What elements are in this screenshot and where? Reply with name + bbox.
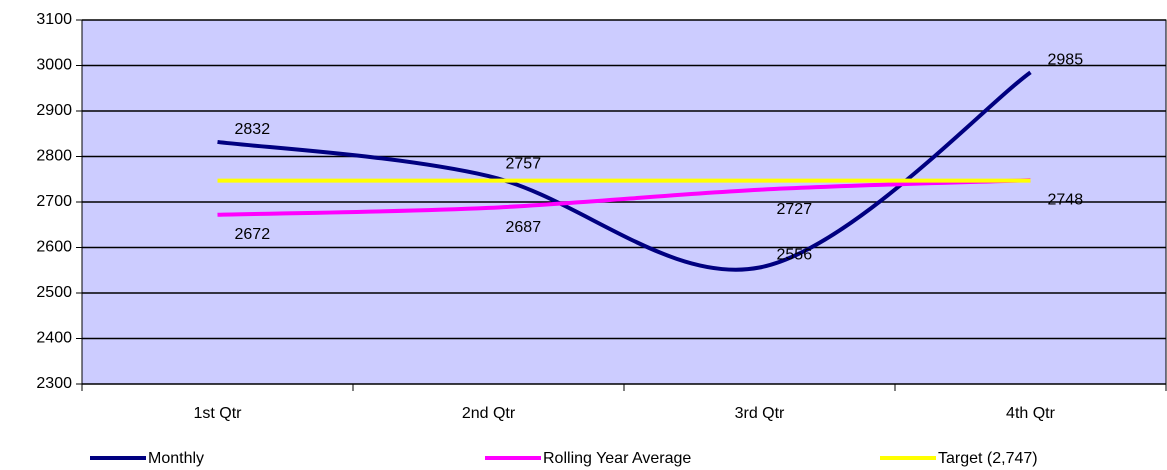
y-tick-label: 3100 [36, 11, 72, 28]
y-tick-label: 2900 [36, 102, 72, 119]
y-tick-label: 2400 [36, 330, 72, 347]
legend-label: Monthly [148, 450, 204, 467]
data-label: 2672 [235, 226, 271, 243]
x-tick-label: 4th Qtr [1006, 405, 1056, 422]
y-tick-label: 2700 [36, 193, 72, 210]
data-label: 2985 [1048, 52, 1084, 69]
data-label: 2757 [506, 155, 542, 172]
x-tick-label: 1st Qtr [193, 405, 242, 422]
y-tick-label: 2500 [36, 284, 72, 301]
data-label: 2687 [506, 219, 542, 236]
x-tick-label: 2nd Qtr [462, 405, 516, 422]
y-tick-label: 3000 [36, 57, 72, 74]
legend-label: Target (2,747) [938, 450, 1038, 467]
data-label: 2748 [1048, 191, 1084, 208]
series-line [217, 178, 1031, 217]
data-label: 2727 [777, 201, 813, 218]
x-tick-label: 3rd Qtr [735, 405, 785, 422]
data-label: 2832 [235, 121, 271, 138]
y-tick-label: 2800 [36, 148, 72, 165]
y-tick-label: 2300 [36, 375, 72, 392]
y-tick-label: 2600 [36, 239, 72, 256]
series-line [217, 70, 1032, 272]
data-label: 2556 [777, 247, 813, 264]
legend-label: Rolling Year Average [543, 450, 691, 467]
